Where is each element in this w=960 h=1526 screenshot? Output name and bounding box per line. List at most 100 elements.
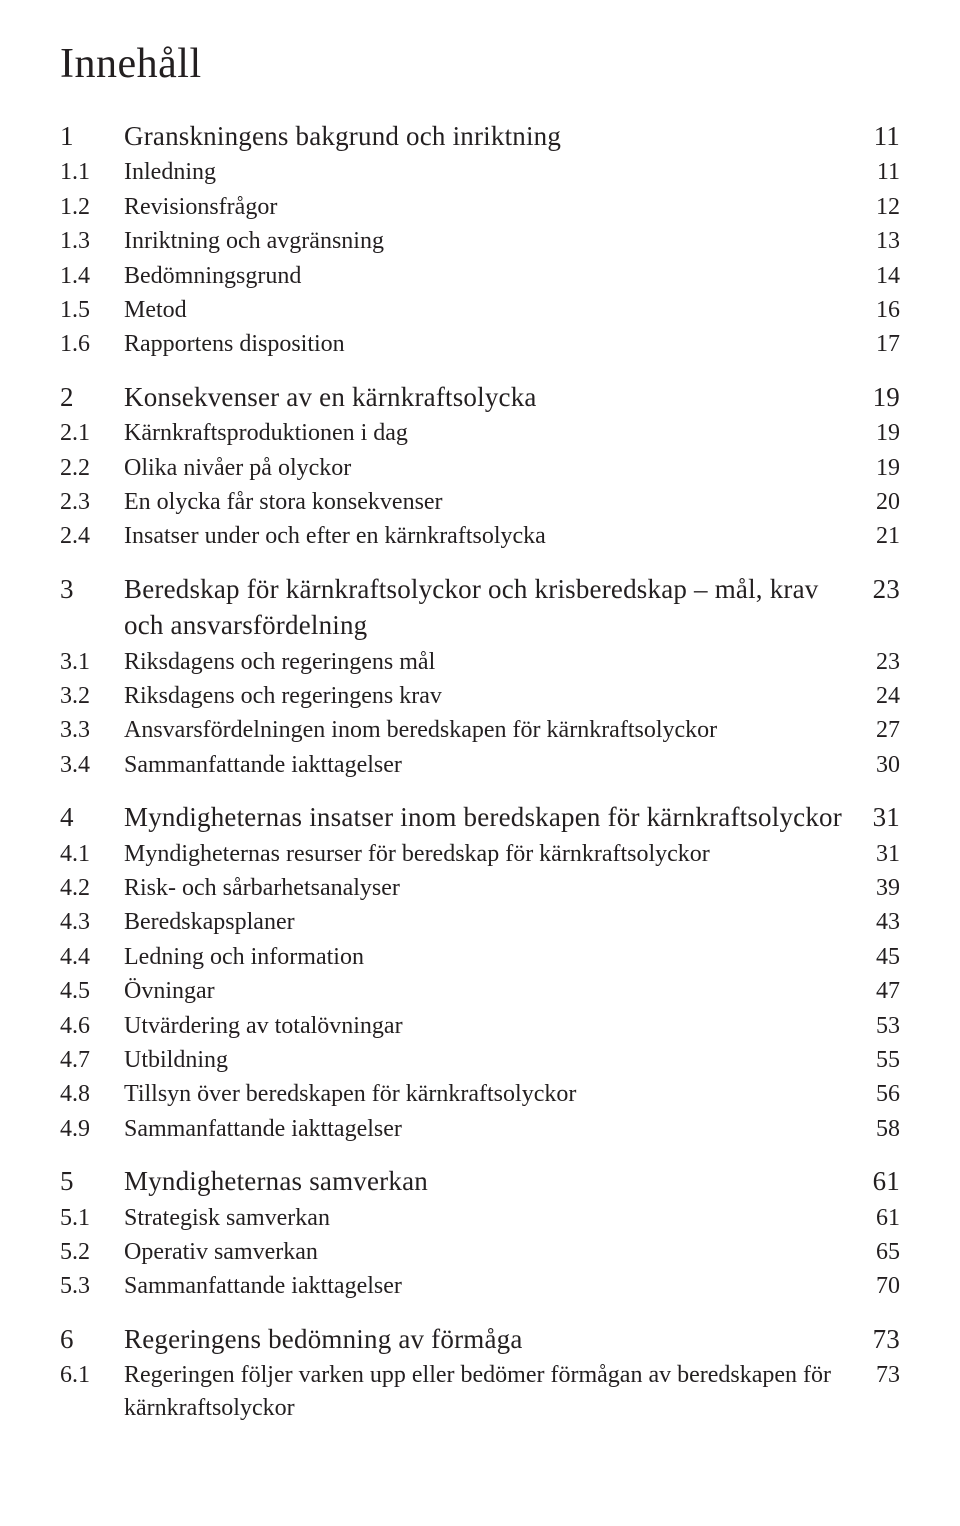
toc-entry-page: 56: [860, 1081, 900, 1108]
toc-entry-page: 55: [860, 1047, 900, 1074]
toc-entry-number: 1.3: [60, 228, 124, 255]
toc-entry-title: Metod: [124, 294, 860, 326]
toc-entry-page: 47: [860, 978, 900, 1005]
toc-entry-page: 30: [860, 752, 900, 779]
toc-entry-title: Sammanfattande iakttagelser: [124, 1270, 860, 1302]
toc-chapter-row: 4Myndigheternas insatser inom beredskape…: [60, 799, 900, 835]
toc-list: 1Granskningens bakgrund och inriktning11…: [60, 118, 900, 1424]
toc-entry-number: 3.1: [60, 649, 124, 676]
toc-entry-number: 1: [60, 121, 124, 152]
toc-entry-number: 5.3: [60, 1273, 124, 1300]
toc-entry-title: Inriktning och avgränsning: [124, 225, 860, 257]
toc-entry-title: Insatser under och efter en kärnkraftsol…: [124, 520, 860, 552]
toc-entry-page: 27: [860, 717, 900, 744]
toc-entry-page: 19: [860, 382, 900, 413]
toc-entry-number: 5: [60, 1166, 124, 1197]
toc-entry-title: Operativ samverkan: [124, 1236, 860, 1268]
toc-section-row: 4.1Myndigheternas resurser för beredskap…: [60, 838, 900, 870]
toc-entry-page: 23: [860, 574, 900, 605]
toc-section-row: 5.3Sammanfattande iakttagelser70: [60, 1270, 900, 1302]
toc-entry-number: 2.2: [60, 455, 124, 482]
toc-section-row: 4.3Beredskapsplaner43: [60, 906, 900, 938]
toc-entry-title: Risk- och sårbarhetsanalyser: [124, 872, 860, 904]
toc-entry-number: 1.1: [60, 159, 124, 186]
toc-entry-page: 45: [860, 944, 900, 971]
toc-entry-title: Myndigheternas insatser inom beredskapen…: [124, 799, 860, 835]
toc-entry-title: Ledning och information: [124, 941, 860, 973]
toc-entry-number: 4.4: [60, 944, 124, 971]
toc-entry-title: Regeringens bedömning av förmåga: [124, 1321, 860, 1357]
toc-entry-title: Beredskapsplaner: [124, 906, 860, 938]
toc-entry-title: Sammanfattande iakttagelser: [124, 749, 860, 781]
toc-entry-page: 61: [860, 1205, 900, 1232]
toc-section-row: 4.8Tillsyn över beredskapen för kärnkraf…: [60, 1078, 900, 1110]
toc-page: Innehåll 1Granskningens bakgrund och inr…: [0, 0, 960, 1526]
toc-chapter-row: 6Regeringens bedömning av förmåga73: [60, 1321, 900, 1357]
toc-entry-title: En olycka får stora konsekvenser: [124, 486, 860, 518]
toc-entry-number: 2.4: [60, 523, 124, 550]
toc-entry-page: 24: [860, 683, 900, 710]
toc-entry-page: 12: [860, 194, 900, 221]
toc-entry-number: 4.3: [60, 909, 124, 936]
toc-entry-page: 21: [860, 523, 900, 550]
toc-entry-page: 19: [860, 420, 900, 447]
toc-section-row: 6.1Regeringen följer varken upp eller be…: [60, 1359, 900, 1424]
toc-entry-number: 2.3: [60, 489, 124, 516]
toc-entry-page: 17: [860, 331, 900, 358]
toc-entry-number: 4.2: [60, 875, 124, 902]
toc-section-row: 3.2Riksdagens och regeringens krav24: [60, 680, 900, 712]
toc-section-row: 1.1Inledning11: [60, 156, 900, 188]
toc-entry-page: 39: [860, 875, 900, 902]
toc-section-row: 5.1Strategisk samverkan61: [60, 1202, 900, 1234]
toc-entry-page: 61: [860, 1166, 900, 1197]
toc-entry-number: 2: [60, 382, 124, 413]
toc-section-row: 1.6Rapportens disposition17: [60, 328, 900, 360]
toc-entry-number: 5.1: [60, 1205, 124, 1232]
toc-section-row: 1.3Inriktning och avgränsning13: [60, 225, 900, 257]
toc-entry-number: 4.6: [60, 1013, 124, 1040]
toc-entry-title: Riksdagens och regeringens mål: [124, 646, 860, 678]
toc-entry-page: 23: [860, 649, 900, 676]
toc-entry-number: 4.1: [60, 841, 124, 868]
toc-section-row: 4.2Risk- och sårbarhetsanalyser39: [60, 872, 900, 904]
toc-section-row: 2.1Kärnkraftsproduktionen i dag19: [60, 417, 900, 449]
toc-chapter-row: 1Granskningens bakgrund och inriktning11: [60, 118, 900, 154]
toc-entry-title: Olika nivåer på olyckor: [124, 452, 860, 484]
toc-entry-title: Konsekvenser av en kärnkraftsolycka: [124, 379, 860, 415]
toc-section-row: 4.7Utbildning55: [60, 1044, 900, 1076]
toc-section-row: 4.5Övningar47: [60, 975, 900, 1007]
toc-section-row: 2.4Insatser under och efter en kärnkraft…: [60, 520, 900, 552]
toc-entry-page: 31: [860, 802, 900, 833]
toc-entry-title: Beredskap för kärnkraftsolyckor och kris…: [124, 571, 860, 644]
toc-section-row: 4.9Sammanfattande iakttagelser58: [60, 1113, 900, 1145]
toc-entry-title: Inledning: [124, 156, 860, 188]
toc-entry-number: 4: [60, 802, 124, 833]
toc-entry-title: Sammanfattande iakttagelser: [124, 1113, 860, 1145]
toc-entry-number: 1.4: [60, 263, 124, 290]
toc-section-row: 4.4Ledning och information45: [60, 941, 900, 973]
toc-entry-number: 2.1: [60, 420, 124, 447]
toc-entry-number: 4.7: [60, 1047, 124, 1074]
toc-entry-page: 73: [860, 1324, 900, 1355]
toc-entry-page: 58: [860, 1116, 900, 1143]
toc-section-row: 3.4Sammanfattande iakttagelser30: [60, 749, 900, 781]
toc-entry-title: Rapportens disposition: [124, 328, 860, 360]
toc-entry-page: 20: [860, 489, 900, 516]
toc-section-row: 1.2Revisionsfrågor12: [60, 191, 900, 223]
toc-chapter-row: 3Beredskap för kärnkraftsolyckor och kri…: [60, 571, 900, 644]
toc-entry-title: Utbildning: [124, 1044, 860, 1076]
toc-entry-page: 65: [860, 1239, 900, 1266]
toc-entry-number: 1.2: [60, 194, 124, 221]
toc-entry-title: Tillsyn över beredskapen för kärnkraftso…: [124, 1078, 860, 1110]
toc-section-row: 1.4Bedömningsgrund14: [60, 260, 900, 292]
toc-entry-page: 11: [860, 121, 900, 152]
toc-entry-title: Riksdagens och regeringens krav: [124, 680, 860, 712]
toc-chapter-row: 2Konsekvenser av en kärnkraftsolycka19: [60, 379, 900, 415]
toc-entry-page: 14: [860, 263, 900, 290]
toc-entry-number: 6: [60, 1324, 124, 1355]
toc-title: Innehåll: [60, 40, 900, 88]
toc-entry-number: 3.4: [60, 752, 124, 779]
toc-section-row: 5.2Operativ samverkan65: [60, 1236, 900, 1268]
toc-entry-page: 16: [860, 297, 900, 324]
toc-entry-number: 3.2: [60, 683, 124, 710]
